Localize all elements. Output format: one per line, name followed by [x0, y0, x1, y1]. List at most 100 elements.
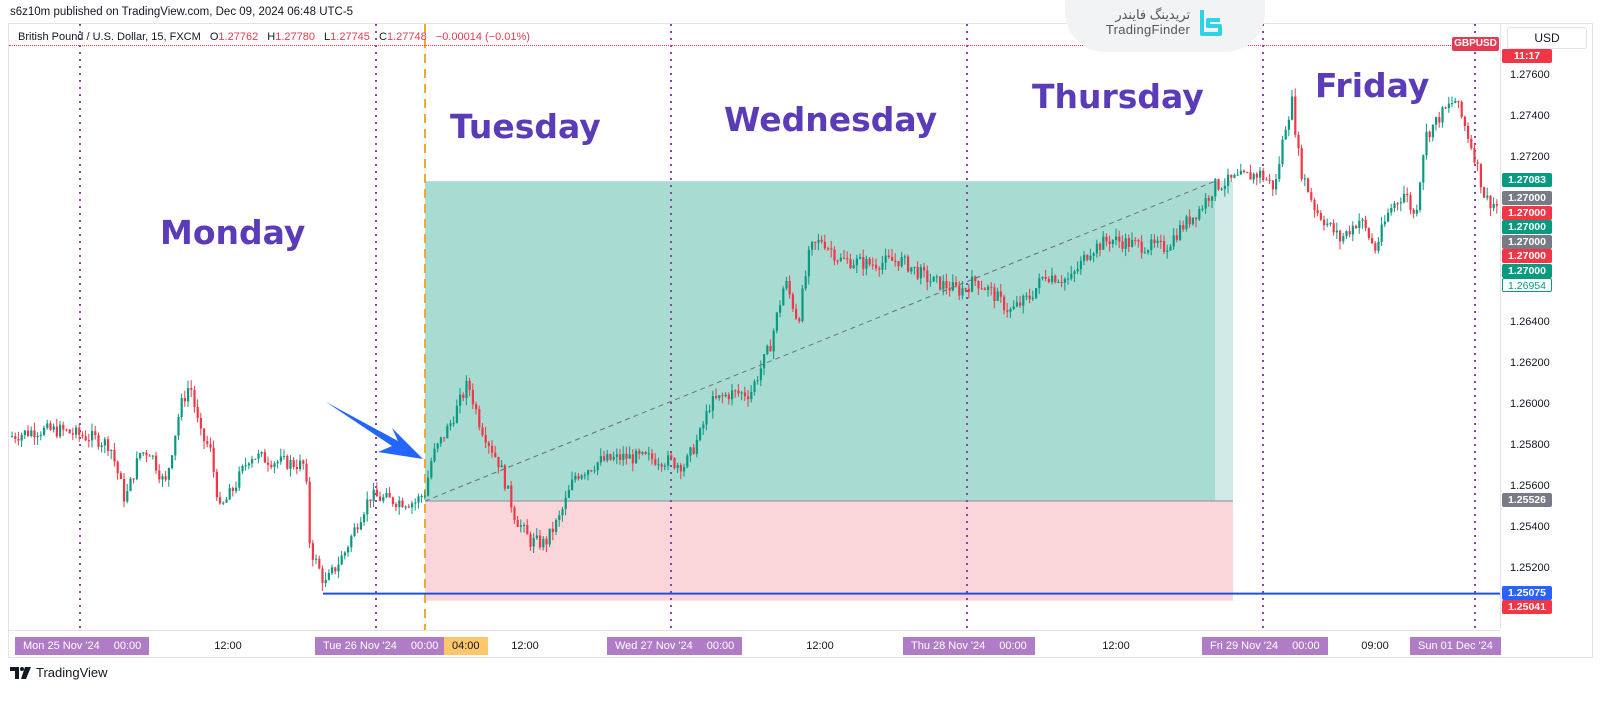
price-axis[interactable] [1500, 24, 1592, 629]
candle-body [459, 394, 462, 406]
candle-body [1470, 138, 1473, 149]
candle-body [375, 489, 378, 497]
high-value: 1.27780 [275, 31, 315, 43]
candle-body [151, 455, 154, 457]
candle-body [564, 497, 567, 510]
candle-body [1348, 231, 1351, 235]
candle-body [1083, 255, 1086, 261]
candle-body [1057, 282, 1060, 284]
candle-body [254, 458, 257, 460]
candle-body [609, 454, 612, 460]
candle-body [219, 497, 222, 504]
candle-body [1191, 217, 1194, 225]
candle-body [1342, 236, 1345, 242]
candle-body [1182, 225, 1185, 230]
candle-body [334, 567, 337, 572]
candle-body [1163, 240, 1166, 252]
candle-body [324, 579, 327, 584]
candle-body [439, 437, 442, 444]
time-label: 12:00 [511, 640, 539, 652]
candle-body [955, 282, 958, 286]
candle-body [1185, 216, 1188, 230]
candle-body [177, 416, 180, 436]
candle-body [398, 500, 401, 508]
tradingview-footer[interactable]: TradingView [10, 665, 108, 680]
price-tick: 1.25200 [1510, 562, 1550, 574]
candle-body [561, 509, 564, 516]
candle-body [1297, 134, 1300, 149]
candle-body [52, 426, 55, 430]
price-label: 1.27000 [1502, 264, 1552, 278]
currency-selector[interactable]: USD [1507, 27, 1587, 49]
candle-body [1134, 239, 1137, 241]
candle-body [452, 422, 455, 424]
time-axis[interactable] [9, 630, 1500, 657]
candle-body [1287, 119, 1290, 130]
candle-body [379, 496, 382, 501]
candle-body [1211, 196, 1214, 201]
candle-body [430, 461, 433, 478]
candle-body [1070, 273, 1073, 279]
candle-body [907, 256, 910, 272]
symbol-description[interactable]: British Pound / U.S. Dollar, 15, FXCM [18, 31, 201, 43]
candle-body [951, 282, 954, 291]
candle-body [558, 515, 561, 521]
candle-body [305, 463, 308, 482]
candle-body [385, 493, 388, 497]
candle-body [1233, 174, 1236, 178]
candle-body [574, 475, 577, 480]
candle-body [929, 281, 932, 283]
candle-body [1217, 179, 1220, 190]
candle-body [318, 558, 321, 569]
candle-body [1441, 107, 1444, 123]
candle-body [980, 288, 983, 290]
day-label-tuesday: Tuesday [450, 107, 601, 146]
candle-body [1198, 209, 1201, 220]
candle-body [404, 506, 407, 508]
candle-body [651, 453, 654, 460]
candle-body [209, 444, 212, 448]
price-tick: 1.26400 [1510, 315, 1550, 328]
candle-body [1156, 240, 1159, 244]
candle-body [359, 522, 362, 530]
candle-body [759, 368, 762, 381]
candle-body [302, 460, 305, 464]
candle-body [411, 503, 414, 508]
candle-body [1303, 178, 1306, 180]
candle-body [148, 455, 151, 457]
chart-frame [8, 23, 1593, 658]
candle-body [839, 257, 842, 261]
candle-body [846, 258, 849, 260]
candle-body [878, 268, 881, 270]
price-label: 1.27000 [1502, 220, 1552, 234]
candle-body [161, 476, 164, 480]
candle-body [1316, 210, 1319, 213]
candle-body [215, 471, 218, 498]
candle-body [1278, 164, 1281, 180]
candle-body [241, 465, 244, 472]
candle-body [926, 270, 929, 283]
candle-body [615, 454, 618, 457]
candle-body [126, 490, 129, 502]
candle-body [1022, 295, 1025, 306]
candle-body [1451, 103, 1454, 105]
time-label: 12:00 [806, 640, 834, 652]
candle-body [372, 489, 375, 501]
candle-body [967, 288, 970, 292]
candle-body [894, 260, 897, 262]
candle-body [353, 527, 356, 537]
candle-body [20, 434, 23, 441]
candle-body [772, 330, 775, 352]
candle-body [731, 390, 734, 400]
candle-body [292, 460, 295, 467]
candle-body [27, 430, 30, 436]
candle-body [551, 528, 554, 533]
candle-body [1051, 275, 1054, 283]
candle-body [1201, 208, 1204, 210]
ohlc-legend: British Pound / U.S. Dollar, 15, FXCM O1… [18, 31, 530, 43]
candle-body [1214, 179, 1217, 197]
candle-body [811, 241, 814, 250]
candle-body [1310, 192, 1313, 200]
candle-body [862, 257, 865, 269]
